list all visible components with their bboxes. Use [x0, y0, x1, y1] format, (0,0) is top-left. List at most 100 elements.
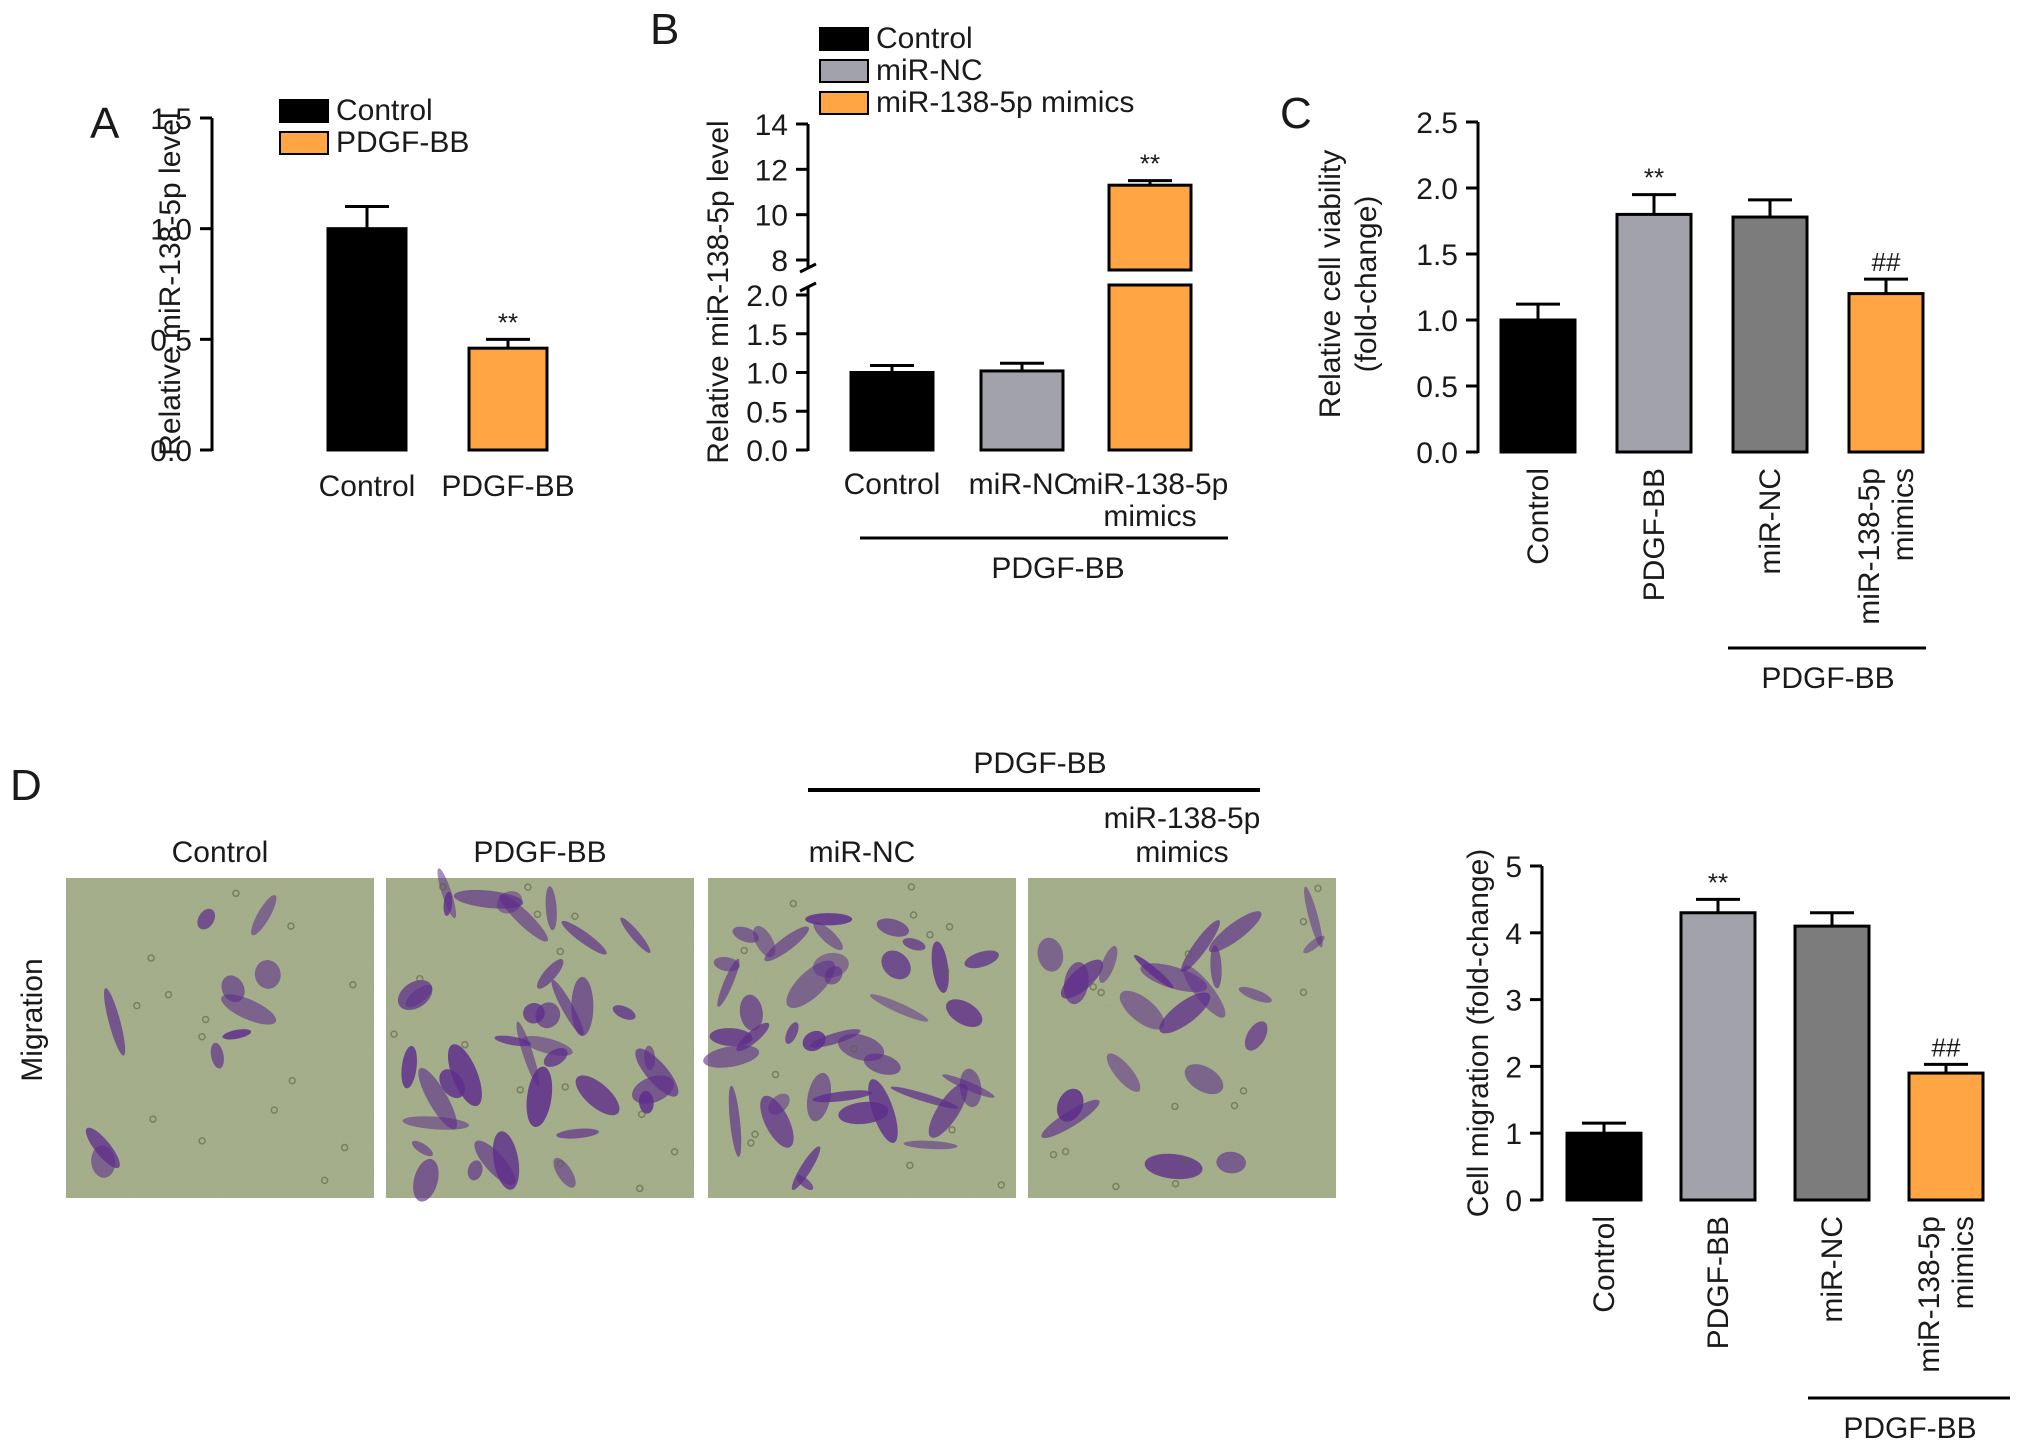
- axis-break-mark: [799, 281, 817, 293]
- chart-panel-b: 0.0 0.5 1.0 1.5 2.08 10 12 14 Relative miR-138-5…: [702, 22, 1228, 585]
- stained-cell: [876, 918, 909, 937]
- stained-cell: [499, 894, 548, 942]
- membrane-pore: [556, 1159, 565, 1168]
- stained-cell: [809, 1029, 861, 1048]
- legend-swatch: [279, 131, 329, 155]
- y-axis-title: Relative miR-138-5p level: [702, 120, 735, 463]
- legend-label: miR-NC: [876, 54, 983, 87]
- membrane-pore: [948, 1126, 956, 1134]
- stained-cell: [254, 960, 281, 989]
- stained-cell: [942, 1074, 995, 1098]
- y-tick-label: 2: [1505, 1051, 1522, 1084]
- stained-cell: [556, 1128, 599, 1139]
- stained-cell: [869, 994, 929, 1022]
- y-tick-label: 12: [755, 154, 788, 187]
- membrane-pore: [198, 1137, 206, 1145]
- stained-cell: [612, 1005, 636, 1020]
- stained-cell: [868, 1079, 898, 1143]
- panel-letter-b: B: [650, 5, 679, 54]
- membrane-pore: [740, 946, 748, 955]
- group-label: PDGF-BB: [991, 552, 1124, 585]
- stained-cell: [251, 895, 277, 936]
- image-texture: [1028, 878, 1336, 1198]
- membrane-pore: [1049, 1150, 1058, 1159]
- stained-cell: [805, 913, 853, 926]
- y-tick-label: 8: [771, 245, 788, 278]
- bar: [467, 346, 549, 452]
- stained-cell: [796, 1175, 814, 1190]
- stained-cell: [413, 1158, 439, 1202]
- membrane-pore: [637, 1110, 646, 1119]
- membrane-pore: [1182, 1157, 1190, 1165]
- membrane-pore: [1061, 1147, 1070, 1156]
- stained-cell: [703, 1045, 760, 1068]
- membrane-pore: [461, 1040, 469, 1049]
- membrane-pore: [747, 1139, 755, 1147]
- stained-cell: [1216, 1151, 1246, 1174]
- x-tick-label: mimics: [1103, 500, 1196, 533]
- stained-cell: [516, 1021, 540, 1086]
- stained-cell: [753, 925, 776, 958]
- stained-cell: [522, 1036, 573, 1056]
- migration-image: [1028, 878, 1336, 1198]
- y-tick-label: 1.0: [1416, 305, 1458, 338]
- image-title: miR-NC: [809, 836, 916, 869]
- stained-cell: [492, 1131, 520, 1190]
- bar: [1499, 318, 1577, 454]
- membrane-pore: [390, 1030, 398, 1038]
- y-tick-label: 5: [1505, 851, 1522, 884]
- chart-panel-c: 0.0 0.5 1.0 1.5 2.0 2.5 Relative cell viabilit…: [1314, 107, 1926, 695]
- membrane-pore: [789, 899, 798, 908]
- significance-label: **: [1708, 867, 1728, 897]
- membrane-pore: [1097, 988, 1105, 997]
- legend-swatch: [819, 27, 869, 51]
- significance-label: ##: [1932, 1032, 1961, 1062]
- stained-cell: [447, 1044, 482, 1107]
- bar: [1679, 911, 1757, 1202]
- x-tick-label: Control: [1588, 1216, 1621, 1313]
- legend-label: miR-138-5p mimics: [876, 86, 1134, 119]
- stained-cell: [401, 1045, 417, 1089]
- y-tick-label: 2.0: [746, 280, 788, 313]
- image-title: miR-138-5p: [1104, 802, 1261, 835]
- membrane-pore: [1230, 1101, 1239, 1110]
- membrane-pore: [635, 1184, 644, 1193]
- bar-break-gap: [1105, 272, 1195, 283]
- y-tick-label: 3: [1505, 985, 1522, 1018]
- stained-cell: [928, 1083, 968, 1138]
- migration-images: Migration PDGF-BB Control PDGF-BB miR-NC mi…: [16, 747, 1336, 1202]
- stained-cell: [903, 1140, 958, 1150]
- membrane-pore: [1314, 884, 1322, 893]
- stained-cell: [535, 1002, 561, 1029]
- y-tick-label: 1.0: [150, 214, 192, 247]
- y-tick-label: 0.5: [746, 396, 788, 429]
- membrane-pore: [201, 1015, 210, 1024]
- bar: [849, 371, 935, 452]
- membrane-pore: [941, 967, 950, 975]
- significance-label: ##: [1872, 247, 1901, 277]
- x-tick-label: miR-NC: [1816, 1216, 1849, 1323]
- stained-cell: [551, 979, 584, 1036]
- y-tick-label: 0.0: [150, 435, 192, 468]
- stained-cell: [638, 1091, 654, 1114]
- y-tick-label: 1: [1505, 1118, 1522, 1151]
- membrane-pore: [561, 1083, 569, 1091]
- stained-cell: [545, 886, 557, 931]
- legend-swatch: [819, 91, 869, 115]
- stained-cell: [197, 908, 216, 930]
- image-title: PDGF-BB: [473, 836, 606, 869]
- x-tick-label: mimics: [1947, 1216, 1980, 1309]
- stained-cell: [890, 1086, 959, 1109]
- membrane-pore: [1171, 1179, 1180, 1188]
- stained-cell: [221, 994, 277, 1025]
- significance-label: **: [1140, 149, 1160, 179]
- x-tick-label: miR-NC: [969, 468, 1076, 501]
- stained-cell: [1210, 945, 1222, 989]
- membrane-pore: [849, 1045, 858, 1053]
- stained-cell: [397, 980, 433, 1011]
- y-tick-label: 0.0: [1416, 437, 1458, 470]
- stained-cell: [760, 1095, 794, 1148]
- membrane-pore: [926, 930, 934, 939]
- x-tick-label: PDGF-BB: [1638, 468, 1671, 601]
- bar: [1731, 215, 1809, 454]
